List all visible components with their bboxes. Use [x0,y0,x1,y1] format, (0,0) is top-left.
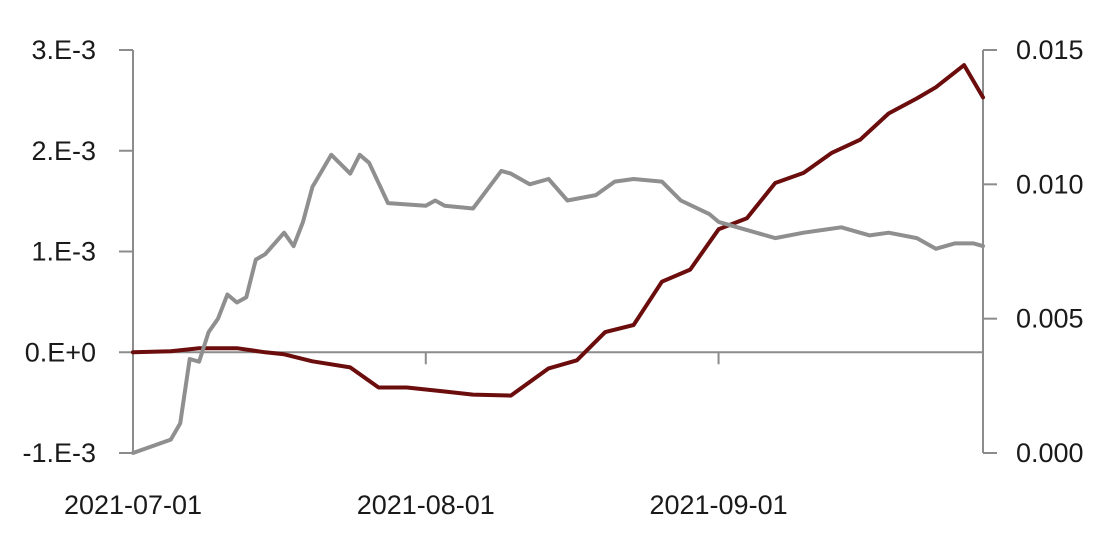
right-y-tick-label: 0.010 [1016,169,1084,199]
right-y-tick-label: 0.005 [1016,304,1084,334]
series-layer [131,63,985,455]
tick-labels: -1.E-3 0.E+0 1.E-3 2.E-3 3.E-3 0.000 0.005 0.01… [22,35,1083,520]
chart-axes [119,49,997,454]
left-y-tick-label: -1.E-3 [22,438,96,468]
right-y-tick-label: 0.015 [1016,35,1084,65]
right-y-tick-label: 0.000 [1016,438,1084,468]
x-tick-label: 2021-08-01 [357,490,495,520]
left-y-tick-label: 1.E-3 [31,237,96,267]
x-tick-label: 2021-07-01 [64,490,202,520]
left-y-tick-label: 0.E+0 [25,337,96,367]
right-axis-series-line [131,152,985,455]
left-axis-series-line [131,63,985,398]
left-y-tick-label: 2.E-3 [31,136,96,166]
x-tick-label: 2021-09-01 [649,490,787,520]
left-y-tick-label: 3.E-3 [31,35,96,65]
